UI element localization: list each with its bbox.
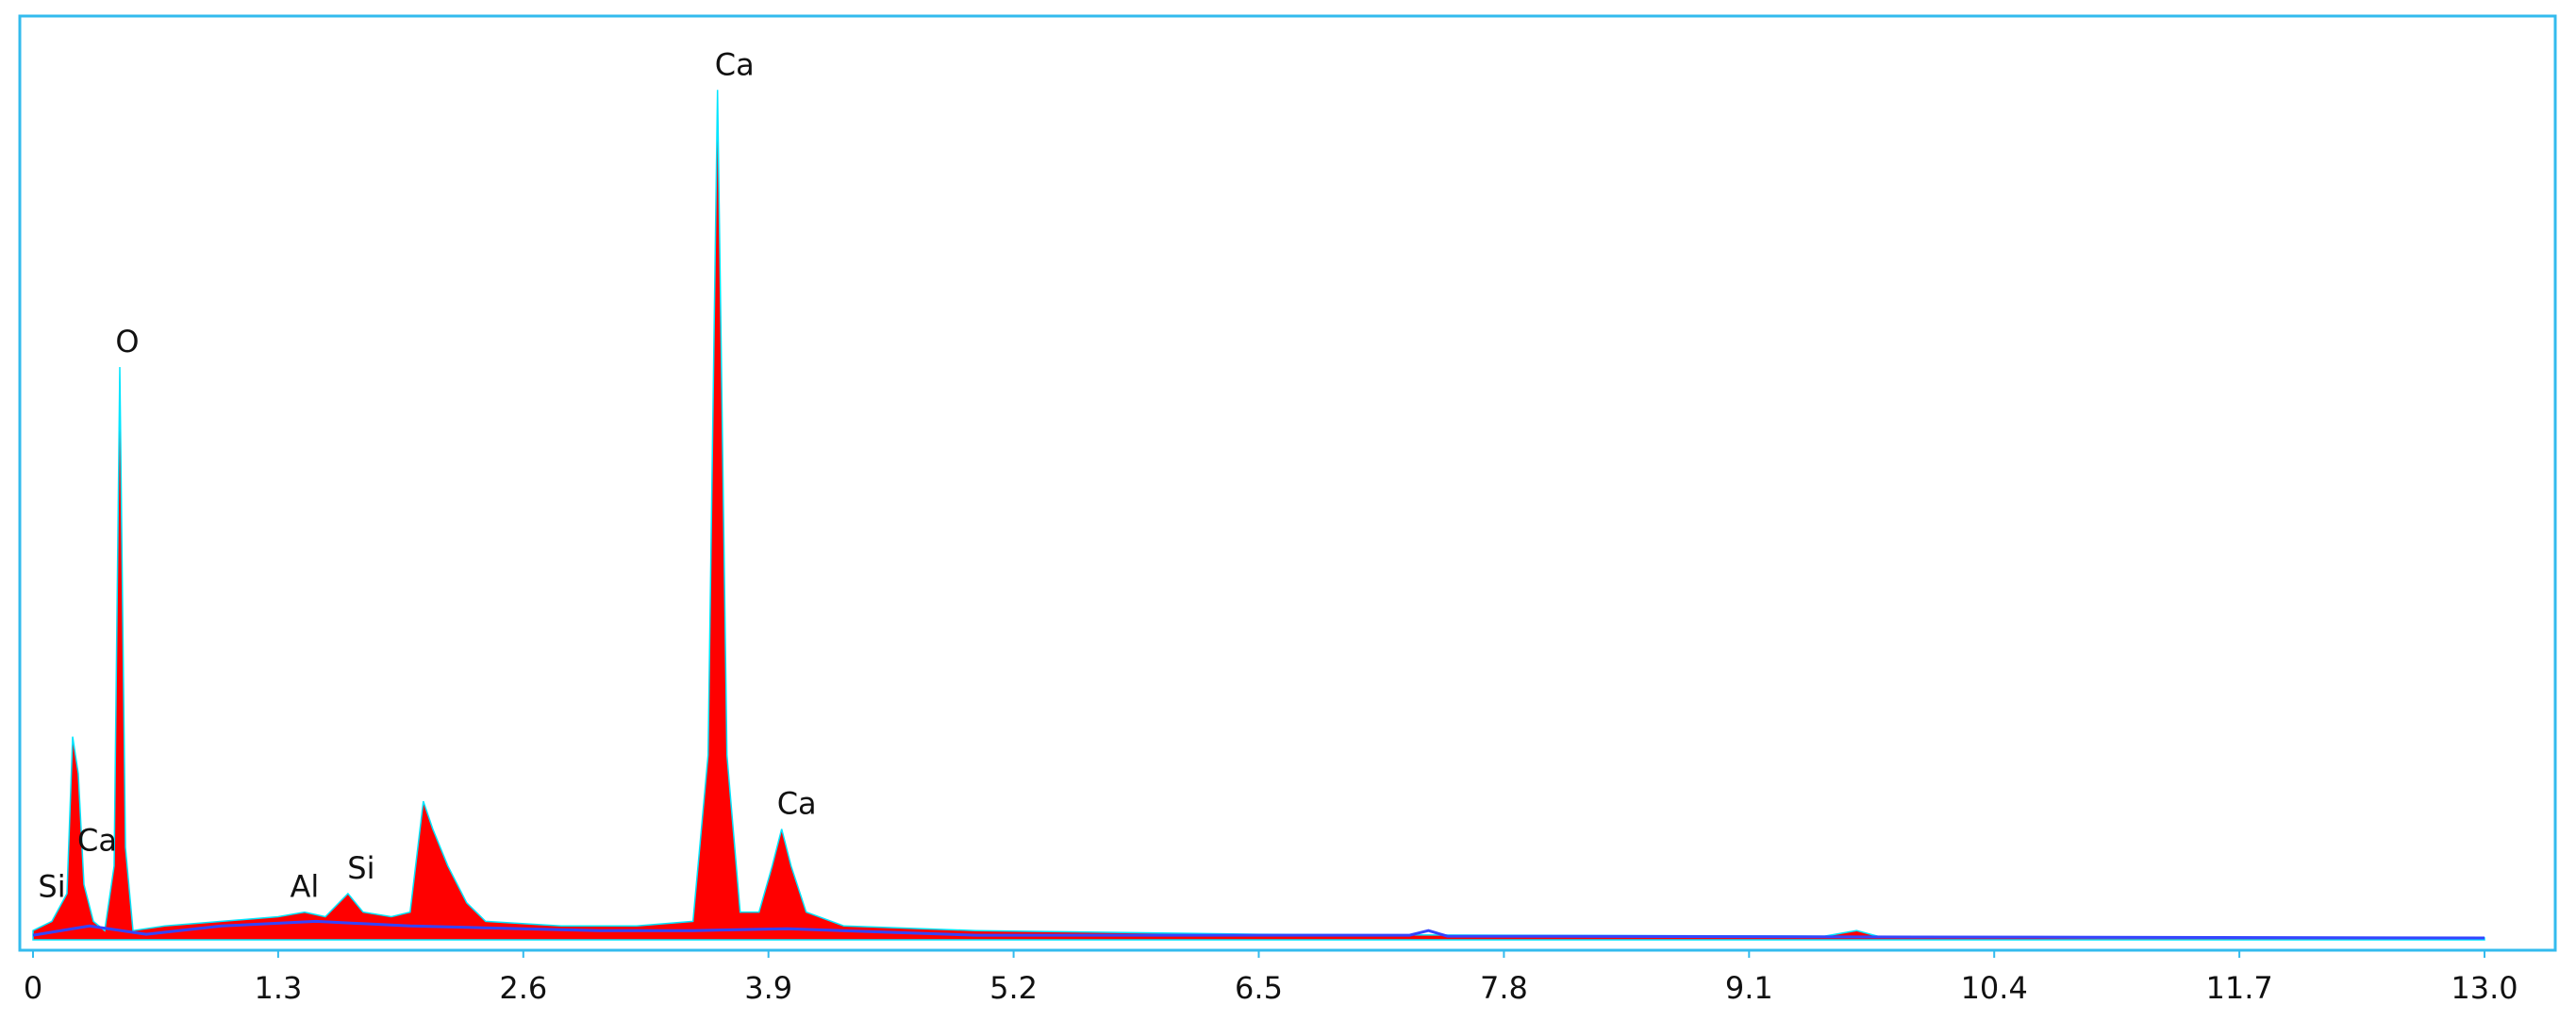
x-tick-label: 11.7	[2205, 970, 2272, 1006]
peak-label: Si	[347, 850, 374, 886]
peak-label: Ca	[77, 823, 117, 859]
x-tick-label: 9.1	[1725, 970, 1773, 1006]
x-tick-label: 13.0	[2451, 970, 2518, 1006]
x-tick-label: 2.6	[499, 970, 547, 1006]
spectrum-area	[32, 90, 2485, 941]
peak-label: Si	[38, 869, 65, 905]
peak-label: Ca	[715, 46, 755, 82]
peak-label: Ca	[777, 786, 817, 822]
x-tick-label: 3.9	[744, 970, 792, 1006]
x-tick-label: 6.5	[1235, 970, 1283, 1006]
peak-label: O	[115, 324, 139, 360]
x-tick-label: 7.8	[1480, 970, 1528, 1006]
x-tick-label: 10.4	[1961, 970, 2028, 1006]
plot-frame	[18, 14, 2557, 952]
x-tick-label: 1.3	[254, 970, 302, 1006]
background-line	[32, 919, 2485, 940]
x-tick-label: 0	[24, 970, 42, 1006]
peak-label: Al	[290, 869, 319, 905]
x-tick-label: 5.2	[989, 970, 1038, 1006]
